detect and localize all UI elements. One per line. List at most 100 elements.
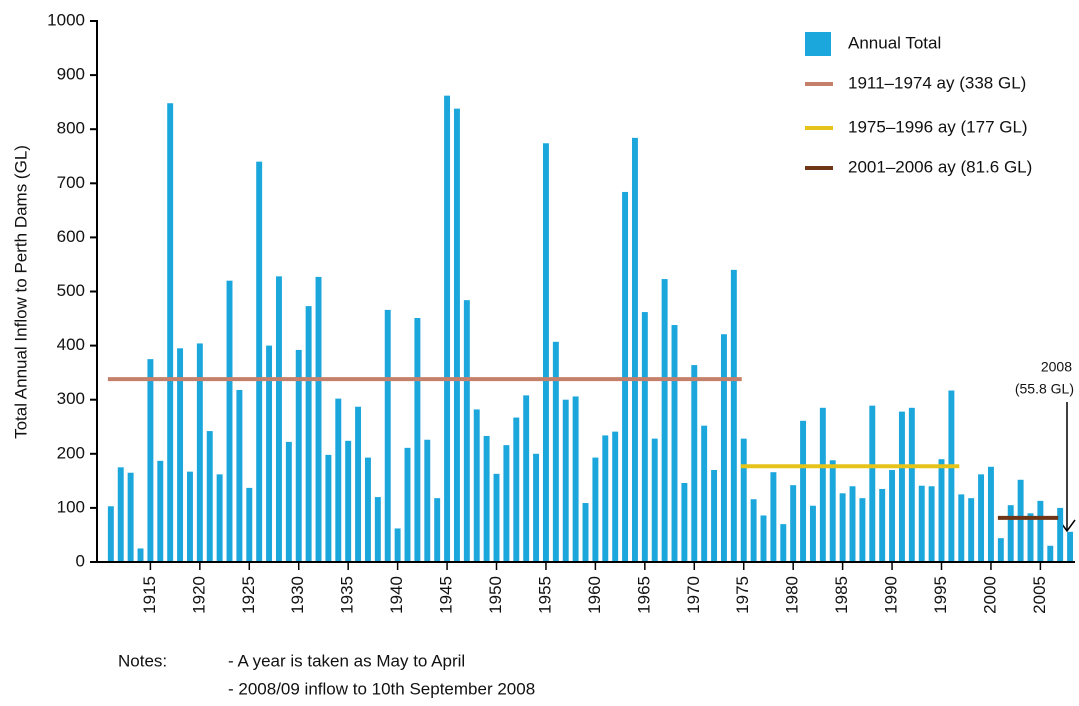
bar <box>434 498 441 562</box>
bar <box>374 497 381 562</box>
bar <box>800 420 807 562</box>
bar <box>256 161 263 562</box>
bar <box>1047 545 1054 562</box>
bar <box>206 431 213 562</box>
x-tick-label: 1955 <box>535 576 554 614</box>
bar <box>750 499 757 562</box>
legend-label: 1911–1974 ay (338 GL) <box>848 73 1026 92</box>
bar <box>859 498 866 562</box>
bar <box>760 515 767 562</box>
bar <box>661 279 668 562</box>
bar <box>315 276 322 562</box>
bar <box>987 466 994 562</box>
x-tick-label: 1935 <box>338 576 357 614</box>
x-tick-label: 1960 <box>585 576 604 614</box>
x-tick-label: 2000 <box>980 576 999 614</box>
y-tick-label: 200 <box>57 443 85 462</box>
bar <box>829 460 836 562</box>
annotation: 2008 <box>1041 359 1072 375</box>
note: - A year is taken as May to April <box>228 651 465 670</box>
bar <box>938 459 945 562</box>
bar <box>1057 507 1064 562</box>
bar <box>968 498 975 562</box>
bar <box>473 409 480 562</box>
y-tick-label: 600 <box>57 227 85 246</box>
bar <box>453 108 460 562</box>
bar <box>325 454 332 562</box>
bar <box>631 137 638 562</box>
bar <box>295 349 302 562</box>
x-tick-label: 1950 <box>486 576 505 614</box>
y-tick-label: 0 <box>76 551 85 570</box>
bar <box>770 472 777 562</box>
x-tick-label: 2005 <box>1030 576 1049 614</box>
y-tick-label: 100 <box>57 497 85 516</box>
bar <box>503 445 510 562</box>
bar <box>355 406 362 562</box>
bar <box>582 503 589 562</box>
bar <box>1017 479 1024 562</box>
y-tick-label: 700 <box>57 173 85 192</box>
bar <box>612 431 619 562</box>
bar <box>236 389 243 562</box>
legend-label: 2001–2006 ay (81.6 GL) <box>848 157 1032 176</box>
bar <box>345 440 352 562</box>
x-tick-label: 1925 <box>239 576 258 614</box>
bar <box>651 438 658 562</box>
bar <box>681 483 688 562</box>
bar <box>592 457 599 562</box>
bar <box>384 309 391 562</box>
bar <box>275 276 282 562</box>
bar <box>147 359 154 562</box>
y-tick-label: 400 <box>57 335 85 354</box>
bar <box>463 300 470 562</box>
bar <box>701 425 708 562</box>
x-tick-label: 1980 <box>783 576 802 614</box>
bar <box>196 343 203 562</box>
x-tick-label: 1940 <box>387 576 406 614</box>
bar <box>869 405 876 562</box>
bar <box>513 417 520 562</box>
y-tick-label: 1000 <box>47 10 85 29</box>
bar <box>444 95 451 563</box>
bar <box>552 341 559 562</box>
bar <box>177 348 184 562</box>
bar <box>691 365 698 562</box>
x-tick-label: 1995 <box>931 576 950 614</box>
y-tick-label: 800 <box>57 119 85 138</box>
bar <box>898 411 905 562</box>
x-tick-label: 1970 <box>684 576 703 614</box>
bar <box>493 473 500 562</box>
bar <box>641 312 648 562</box>
bar <box>839 493 846 562</box>
bar <box>127 472 134 562</box>
bar <box>889 470 896 562</box>
bar <box>790 485 797 562</box>
bar <box>809 505 816 562</box>
bar <box>404 447 411 562</box>
bar <box>918 485 925 562</box>
bar <box>997 538 1004 562</box>
bar <box>305 306 312 562</box>
bar <box>137 548 144 562</box>
bar <box>1067 531 1074 562</box>
bar <box>107 506 114 562</box>
bar <box>671 325 678 562</box>
bar <box>523 395 530 562</box>
bar <box>740 438 747 562</box>
note-heading: Notes: <box>118 651 167 670</box>
bar <box>364 457 371 562</box>
bar <box>414 318 421 562</box>
bar <box>879 488 886 562</box>
bar <box>849 486 856 562</box>
bar <box>622 191 629 562</box>
bar <box>562 399 569 562</box>
bar <box>424 439 431 562</box>
bar <box>780 524 787 562</box>
bar <box>167 103 174 563</box>
x-tick-label: 1920 <box>189 576 208 614</box>
bar <box>394 528 401 562</box>
y-tick-label: 300 <box>57 389 85 408</box>
x-tick-label: 1915 <box>140 576 159 614</box>
